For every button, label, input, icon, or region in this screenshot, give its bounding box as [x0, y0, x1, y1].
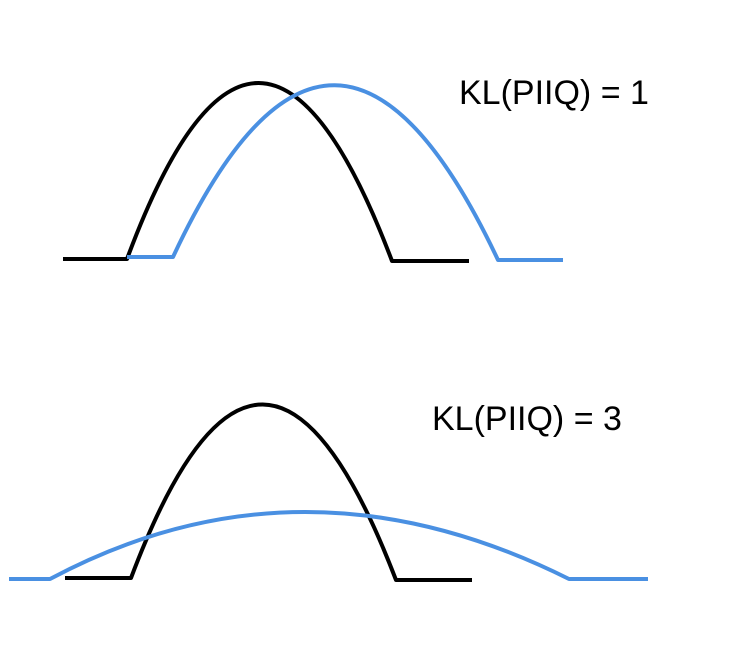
distribution-q-curve: [9, 510, 648, 581]
distribution-p-curve: [63, 81, 469, 263]
distribution-q-curve: [127, 83, 563, 262]
panel-top: [63, 81, 563, 263]
distribution-p-curve: [65, 402, 472, 582]
kl-value-label-bottom: KL(PIIQ) = 3: [432, 400, 622, 438]
panel-bottom: [9, 402, 648, 582]
kl-value-label-top: KL(PIIQ) = 1: [459, 74, 649, 112]
